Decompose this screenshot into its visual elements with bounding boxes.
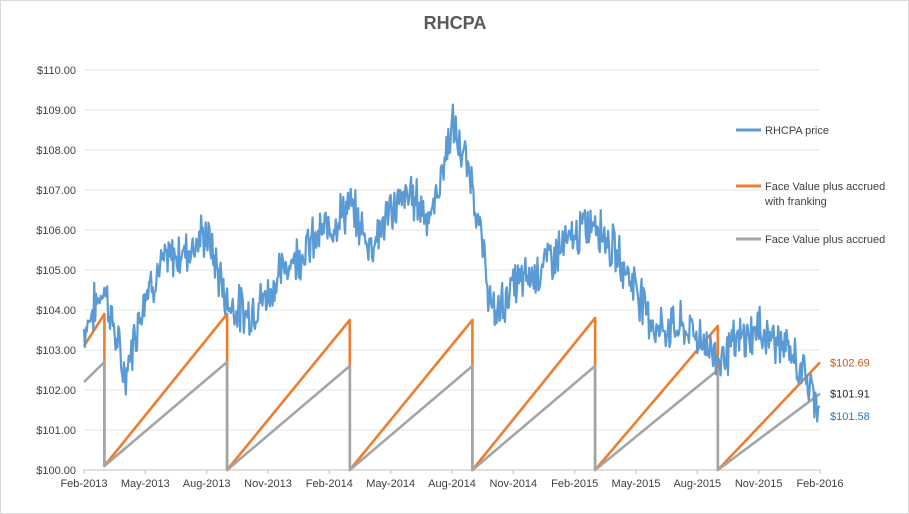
- x-tick-label: Nov-2014: [489, 478, 537, 490]
- y-tick-label: $105.00: [36, 265, 76, 277]
- end-labels: $102.69 $101.91 $101.58: [830, 357, 870, 422]
- x-tick-label: Aug-2014: [428, 478, 476, 490]
- series-line-0: [82, 103, 821, 423]
- x-tick-label: Feb-2013: [60, 478, 107, 490]
- y-tick-label: $107.00: [36, 185, 76, 197]
- x-tick-label: Nov-2013: [244, 478, 292, 490]
- y-tick-label: $103.00: [36, 345, 76, 357]
- y-tick-label: $108.00: [36, 145, 76, 157]
- y-axis-ticks: $100.00 $101.00 $102.00 $103.00 $104.00 $105.…: [36, 65, 76, 477]
- series-line-2: [83, 360, 821, 472]
- y-tick-label: $104.00: [36, 305, 76, 317]
- x-tick-label: May-2015: [612, 478, 661, 490]
- y-tick-label: $109.00: [36, 105, 76, 117]
- legend-label: RHCPA price: [765, 125, 829, 137]
- x-tick-label: Aug-2015: [673, 478, 721, 490]
- end-value-label: $102.69: [830, 357, 870, 369]
- series-layer: [82, 103, 821, 472]
- end-value-label: $101.58: [830, 411, 870, 423]
- x-axis-ticks: Feb-2013 May-2013 Aug-2013 Nov-2013 Feb-2014…: [60, 478, 843, 490]
- gridlines: [83, 69, 821, 474]
- y-tick-label: $110.00: [37, 65, 76, 77]
- x-tick-label: May-2014: [366, 478, 415, 490]
- x-tick-label: Nov-2015: [735, 478, 783, 490]
- y-tick-label: $102.00: [36, 385, 76, 397]
- legend-label: Face Value plus accrued with franking: [764, 181, 885, 208]
- x-tick-label: May-2013: [121, 478, 170, 490]
- legend-label: Face Value plus accrued: [765, 234, 885, 246]
- end-value-label: $101.91: [830, 389, 870, 401]
- legend: RHCPA price Face Value plus accrued with f…: [736, 125, 885, 246]
- x-tick-label: Feb-2014: [306, 478, 353, 490]
- x-tick-label: Aug-2013: [183, 478, 231, 490]
- chart-title: RHCPA: [424, 13, 487, 33]
- x-tick-label: Feb-2015: [551, 478, 598, 490]
- y-tick-label: $101.00: [36, 425, 76, 437]
- x-tick-label: Feb-2016: [796, 478, 843, 490]
- y-tick-label: $106.00: [36, 225, 76, 237]
- y-tick-label: $100.00: [36, 465, 76, 477]
